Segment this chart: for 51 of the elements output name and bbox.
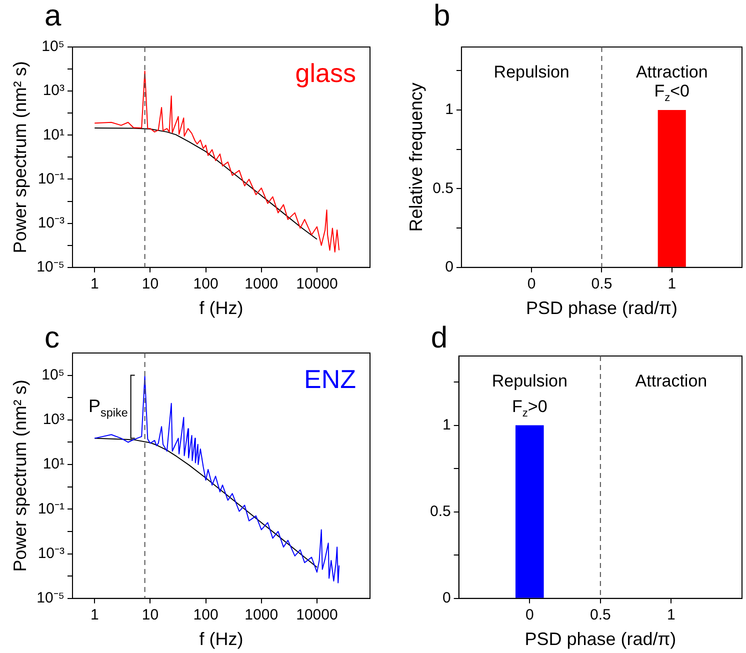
y-tick-label: 10⁵ (42, 38, 65, 56)
y-tick-label: 10⁻⁵ (36, 590, 65, 607)
y-tick-label: 10¹ (42, 456, 65, 473)
x-axis-title: PSD phase (rad/π) (526, 298, 678, 318)
y-tick-label: 1 (442, 416, 451, 434)
y-axis-title: Power spectrum (nm² s) (10, 380, 30, 572)
y-tick-label: 0 (445, 258, 454, 276)
x-tick-label: 100 (193, 606, 218, 624)
text: ENZ (304, 364, 356, 394)
x-axis-title: PSD phase (rad/π) (524, 629, 676, 650)
x-tick-label: 10 (142, 276, 159, 293)
y-tick-label: 10¹ (42, 126, 65, 144)
x-tick-label: 10 (142, 606, 159, 624)
x-axis-title: f (Hz) (199, 298, 244, 318)
chart-title: d (430, 321, 448, 354)
y-axis-title: Relative frequency (406, 82, 426, 232)
x-tick-label: 100 (193, 276, 218, 293)
x-tick-label: 0 (527, 276, 536, 293)
y-tick-label: 10⁻³ (38, 544, 65, 562)
x-tick-label: 1 (667, 606, 676, 624)
y-tick-label: 10⁻⁵ (36, 258, 65, 276)
x-tick-label: 1 (668, 276, 676, 293)
x-tick-label: 0.5 (590, 606, 611, 624)
y-tick-label: 10³ (42, 82, 65, 100)
annotation: Repulsion (492, 372, 568, 391)
annotation: Attraction (636, 62, 708, 82)
y-axis-title: Power spectrum (nm² s) (10, 61, 30, 254)
y-tick-label: 0.5 (432, 180, 454, 197)
y-tick-label: 0.5 (430, 502, 451, 520)
x-tick-label: 10000 (296, 276, 338, 293)
y-tick-label: 1 (445, 101, 454, 118)
y-tick-label: 0 (442, 590, 451, 607)
x-tick-label: 1000 (244, 606, 278, 624)
text: glass (295, 58, 356, 88)
chart-title: a (44, 0, 62, 32)
x-tick-label: 1 (90, 276, 99, 293)
x-tick-label: 1 (90, 606, 99, 624)
x-tick-label: 0.5 (591, 276, 612, 293)
annotation: Repulsion (494, 62, 570, 82)
x-tick-label: 10000 (296, 606, 338, 624)
y-tick-label: 10⁻³ (38, 214, 65, 232)
y-tick-label: 10³ (42, 411, 65, 428)
y-tick-label: 10⁻¹ (38, 170, 65, 188)
y-tick-label: 10⁵ (42, 366, 65, 384)
annotation: Attraction (635, 372, 708, 391)
x-tick-label: 0 (525, 606, 534, 624)
x-tick-label: 1000 (244, 276, 278, 293)
chart-title: b (433, 0, 450, 32)
chart-title: c (44, 321, 60, 354)
y-tick-label: 10⁻¹ (38, 500, 65, 518)
x-axis-title: f (Hz) (199, 629, 244, 650)
